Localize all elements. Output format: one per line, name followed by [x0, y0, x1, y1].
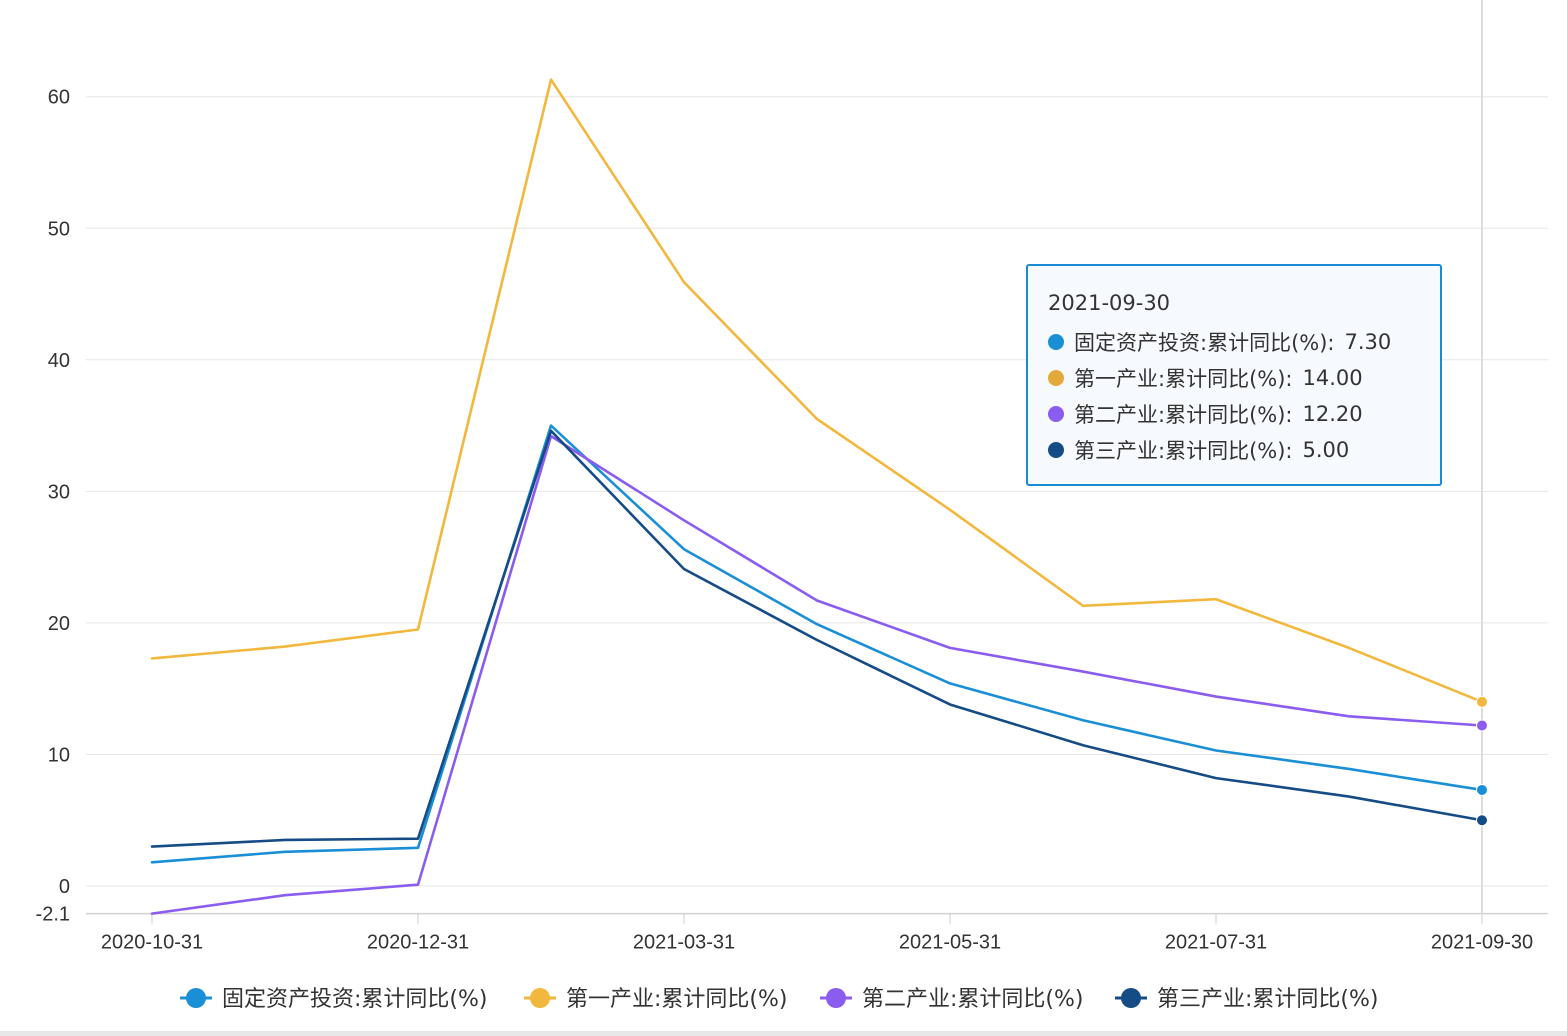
hover-point-marker: [1476, 814, 1488, 827]
series-line: [150, 429, 1484, 848]
legend-item[interactable]: 第一产业:累计同比(%): [524, 987, 787, 1012]
x-tick-label: 2021-03-31: [633, 932, 735, 954]
y-tick-label: 10: [48, 744, 70, 766]
series-line: [150, 424, 1484, 864]
tooltip-label: 第三产业:累计同比(%):: [1074, 439, 1293, 463]
x-tick-label: 2021-05-31: [899, 932, 1001, 954]
tooltip-label: 第二产业:累计同比(%):: [1074, 403, 1293, 427]
hover-point-marker: [1476, 783, 1488, 796]
y-axis: 60 50 40 30 20 10 0 -2.1: [36, 87, 70, 926]
series-line: [150, 78, 1484, 704]
tooltip-row: 固定资产投资:累计同比(%): 7.30: [1048, 324, 1440, 360]
tooltip-value: 5.00: [1302, 438, 1350, 462]
tooltip-label: 固定资产投资:累计同比(%):: [1074, 331, 1335, 355]
legend-item[interactable]: 固定资产投资:累计同比(%): [180, 987, 487, 1012]
tooltip-dot: [1048, 370, 1064, 386]
legend-item[interactable]: 第二产业:累计同比(%): [820, 987, 1083, 1012]
tooltip-date: 2021-09-30: [1048, 291, 1171, 315]
legend-item[interactable]: 第三产业:累计同比(%): [1115, 987, 1378, 1012]
legend-swatch-dot: [1121, 988, 1141, 1008]
legend-swatch-dot: [530, 988, 550, 1008]
legend-label: 固定资产投资:累计同比(%): [222, 987, 487, 1012]
x-tick-label: 2020-12-31: [367, 932, 469, 954]
legend-label: 第一产业:累计同比(%): [566, 987, 787, 1012]
tooltip-dot: [1048, 334, 1064, 350]
legend-swatch-dot: [186, 988, 206, 1008]
hover-point-marker: [1476, 695, 1488, 708]
x-tick-label: 2020-10-31: [101, 932, 203, 954]
legend[interactable]: 固定资产投资:累计同比(%) 第一产业:累计同比(%) 第二产业:累计同比(%) 第三…: [180, 987, 1378, 1012]
y-tick-label: 40: [48, 350, 70, 372]
tooltip-label: 第一产业:累计同比(%):: [1074, 367, 1293, 391]
x-axis: 2020-10-31 2020-12-31 2021-03-31 2021-05-31…: [101, 913, 1533, 954]
tooltip-dot: [1048, 442, 1064, 458]
tooltip-row: 第二产业:累计同比(%): 12.20: [1048, 396, 1440, 432]
bottom-border: [0, 1031, 1567, 1036]
y-tick-label: 20: [48, 613, 70, 635]
tooltip-value: 14.00: [1302, 366, 1363, 390]
y-tick-label: 50: [48, 218, 70, 240]
tooltip: 2021-09-30 固定资产投资:累计同比(%): 7.30 第一产业:累计同…: [1026, 264, 1442, 486]
tooltip-value: 7.30: [1344, 330, 1392, 354]
legend-label: 第二产业:累计同比(%): [862, 987, 1083, 1012]
y-tick-label: 60: [48, 87, 70, 109]
tooltip-row: 第一产业:累计同比(%): 14.00: [1048, 360, 1440, 396]
tooltip-dot: [1048, 406, 1064, 422]
legend-swatch-dot: [826, 988, 846, 1008]
tooltip-value: 12.20: [1302, 402, 1363, 426]
y-tick-label: 0: [59, 876, 70, 898]
series-lines: [150, 78, 1488, 915]
y-tick-label: 30: [48, 481, 70, 503]
hover-point-marker: [1476, 719, 1488, 732]
series-line: [150, 434, 1484, 915]
x-tick-label: 2021-09-30: [1431, 932, 1533, 954]
x-tick-label: 2021-07-31: [1165, 932, 1267, 954]
tooltip-row: 第三产业:累计同比(%): 5.00: [1048, 432, 1440, 468]
y-tick-label: -2.1: [36, 904, 70, 926]
legend-label: 第三产业:累计同比(%): [1157, 987, 1378, 1012]
grid-lines: [86, 96, 1548, 915]
